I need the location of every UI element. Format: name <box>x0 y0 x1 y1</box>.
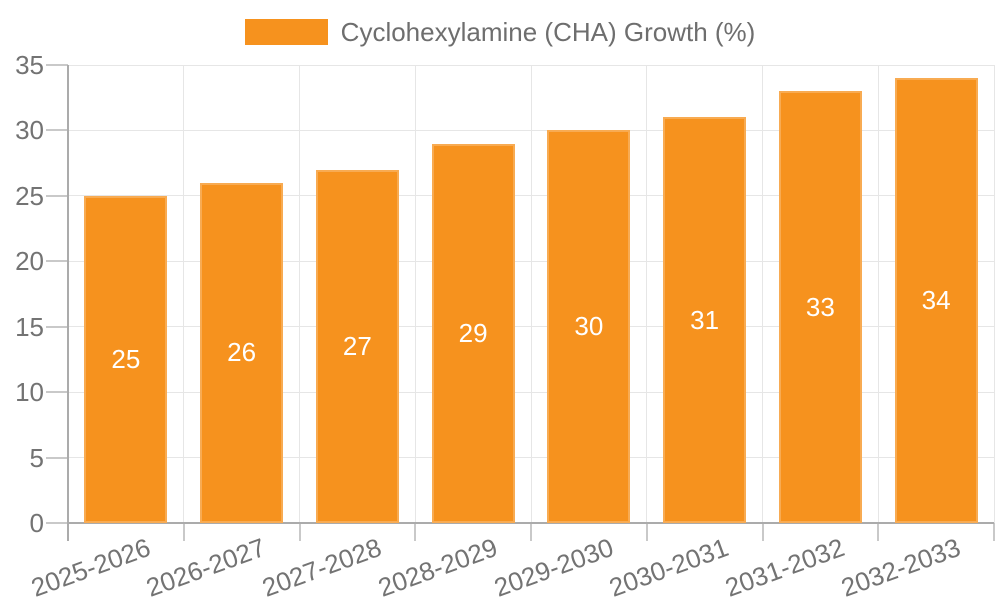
x-axis-tick-label: 2027-2028 <box>258 532 386 600</box>
y-axis-tick-label: 10 <box>15 377 44 408</box>
x-tick <box>182 523 185 541</box>
x-gridline <box>299 65 300 523</box>
bar[interactable]: 27 <box>315 169 399 523</box>
x-gridline <box>762 65 763 523</box>
y-tick <box>46 129 68 132</box>
y-tick <box>46 391 68 394</box>
bar[interactable]: 31 <box>663 117 747 523</box>
x-tick <box>530 523 532 541</box>
x-tick <box>993 523 995 541</box>
bar[interactable]: 29 <box>431 143 515 523</box>
bar[interactable]: 34 <box>894 78 978 523</box>
y-tick <box>46 194 68 197</box>
y-tick <box>46 456 68 459</box>
y-axis-tick-label: 25 <box>15 180 44 211</box>
x-axis-tick-label: 2028-2029 <box>373 532 502 600</box>
x-tick <box>761 523 764 541</box>
bar-value-label: 29 <box>458 317 488 348</box>
x-gridline <box>646 65 648 523</box>
x-tick <box>877 523 880 541</box>
x-axis-tick-label: 2025-2026 <box>26 532 154 600</box>
x-gridline <box>877 65 879 523</box>
y-axis-tick-label: 0 <box>29 508 44 538</box>
x-tick <box>298 523 301 541</box>
legend-series-label: Cyclohexylamine (CHA) Growth (%) <box>340 17 756 47</box>
bar-value-label: 26 <box>227 337 257 368</box>
legend-swatch <box>244 19 328 45</box>
bar[interactable]: 33 <box>778 91 862 523</box>
x-axis-tick-label: 2026-2027 <box>142 532 270 600</box>
x-axis-tick-label: 2032-2033 <box>836 532 965 600</box>
bar-value-label: 31 <box>690 304 720 335</box>
y-axis-tick-label: 15 <box>15 311 44 342</box>
y-axis-tick-label: 5 <box>29 442 44 473</box>
y-axis-line <box>67 65 69 541</box>
x-axis-tick-label: 2031-2032 <box>721 532 849 600</box>
y-axis-tick-label: 20 <box>15 246 44 277</box>
bar-value-label: 33 <box>805 291 835 322</box>
bar-value-label: 27 <box>342 330 372 361</box>
y-axis-tick-label: 30 <box>15 115 44 146</box>
bar[interactable]: 25 <box>84 195 168 523</box>
bar-value-label: 30 <box>574 311 604 342</box>
y-tick <box>46 522 68 524</box>
x-axis-line <box>68 522 994 524</box>
chart-legend[interactable]: Cyclohexylamine (CHA) Growth (%) <box>0 18 1000 46</box>
bar[interactable]: 30 <box>547 130 631 523</box>
x-tick <box>414 523 417 541</box>
y-tick <box>46 64 68 66</box>
x-gridline <box>414 65 416 523</box>
x-axis-tick-label: 2029-2030 <box>489 532 617 600</box>
x-gridline <box>530 65 532 523</box>
x-gridline <box>993 65 995 523</box>
y-axis-tick-label: 35 <box>15 50 44 80</box>
bar-value-label: 25 <box>111 343 141 374</box>
x-gridline <box>183 65 185 523</box>
x-tick <box>645 523 648 541</box>
x-axis-tick-label: 2030-2031 <box>605 532 733 600</box>
y-tick <box>46 260 68 263</box>
bar-value-label: 34 <box>921 285 951 316</box>
y-tick <box>46 325 68 328</box>
bar[interactable]: 26 <box>200 182 284 523</box>
